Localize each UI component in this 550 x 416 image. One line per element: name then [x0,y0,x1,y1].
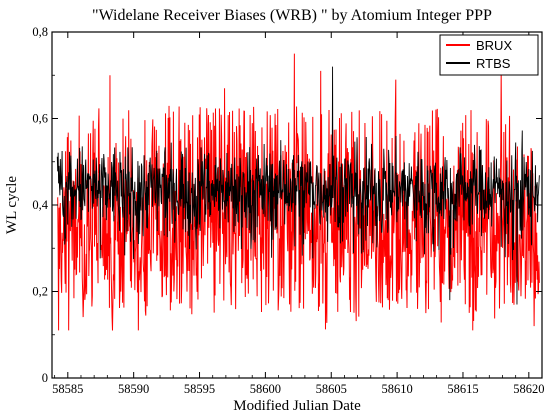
y-tick-label: 0,8 [32,25,48,39]
y-tick-label: 0,2 [32,285,48,299]
x-axis: 58585 58590 58595 58600 58605 58610 58615 58620 [52,32,544,396]
y-axis: 0 0,2 0,4 0,6 0,8 [32,25,542,385]
x-axis-label: Modified Julian Date [233,398,361,414]
y-tick-label: 0,6 [32,112,48,126]
x-tick-label: 58585 [52,382,83,396]
y-tick-label: 0,4 [32,198,48,212]
legend-label-rtbs: RTBS [476,56,511,71]
legend-label-brux: BRUX [476,38,512,53]
y-tick-label: 0 [42,371,48,385]
series-line-rtbs [56,66,540,305]
x-tick-label: 58620 [513,382,544,396]
x-tick-label: 58590 [118,382,149,396]
legend-box [439,34,539,76]
x-tick-label: 58610 [381,382,412,396]
legend: BRUX RTBS [439,34,539,76]
x-tick-label: 58595 [184,382,215,396]
plot-area [56,53,540,331]
x-tick-label: 58600 [250,382,281,396]
x-tick-label: 58615 [447,382,478,396]
x-tick-label: 58605 [316,382,347,396]
y-axis-label: WL cycle [4,176,20,234]
chart-title: "Widelane Receiver Biases (WRB) " by Ato… [92,7,492,24]
